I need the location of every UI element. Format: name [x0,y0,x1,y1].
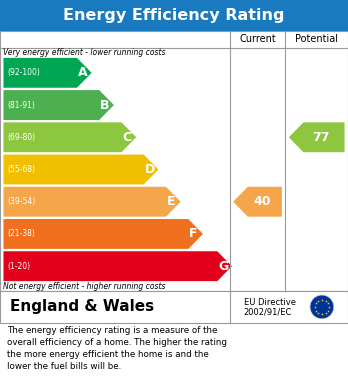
Text: England & Wales: England & Wales [10,300,155,314]
Polygon shape [233,187,282,217]
Polygon shape [3,58,92,88]
Text: 40: 40 [253,195,271,208]
Polygon shape [3,90,114,120]
Text: (55-68): (55-68) [8,165,36,174]
Polygon shape [289,122,345,152]
Text: B: B [100,99,109,111]
Text: C: C [122,131,131,144]
Text: EU Directive: EU Directive [244,298,295,307]
Bar [0,31,348,291]
Bar [0,0,348,31]
Text: (21-38): (21-38) [8,230,35,239]
Text: 77: 77 [312,131,330,144]
Polygon shape [3,187,181,217]
Ellipse shape [310,295,334,319]
Text: (39-54): (39-54) [8,197,36,206]
Text: (81-91): (81-91) [8,100,35,109]
Text: (1-20): (1-20) [8,262,31,271]
Text: (69-80): (69-80) [8,133,36,142]
Text: D: D [144,163,155,176]
Polygon shape [3,251,232,281]
Text: A: A [78,66,87,79]
Text: G: G [218,260,228,273]
Text: E: E [167,195,175,208]
Text: Energy Efficiency Rating: Energy Efficiency Rating [63,8,285,23]
Text: 2002/91/EC: 2002/91/EC [244,307,292,316]
Text: (92-100): (92-100) [8,68,40,77]
Polygon shape [3,154,158,185]
Text: Not energy efficient - higher running costs: Not energy efficient - higher running co… [3,282,166,291]
Text: The energy efficiency rating is a measure of the
overall efficiency of a home. T: The energy efficiency rating is a measur… [7,326,227,371]
Polygon shape [3,122,136,152]
Bar [0,291,348,323]
Text: Potential: Potential [295,34,338,45]
Text: Current: Current [239,34,276,45]
Polygon shape [3,219,203,249]
Text: F: F [189,228,198,240]
Text: Very energy efficient - lower running costs: Very energy efficient - lower running co… [3,48,166,57]
